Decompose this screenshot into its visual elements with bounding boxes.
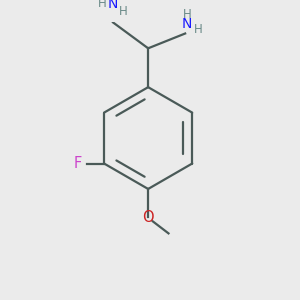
Text: F: F <box>74 156 82 171</box>
Text: N: N <box>108 0 118 11</box>
Text: N: N <box>182 17 192 31</box>
Text: H: H <box>98 0 106 11</box>
Text: O: O <box>142 210 154 225</box>
Text: H: H <box>119 5 128 18</box>
Text: H: H <box>194 23 203 36</box>
Text: H: H <box>183 8 191 22</box>
